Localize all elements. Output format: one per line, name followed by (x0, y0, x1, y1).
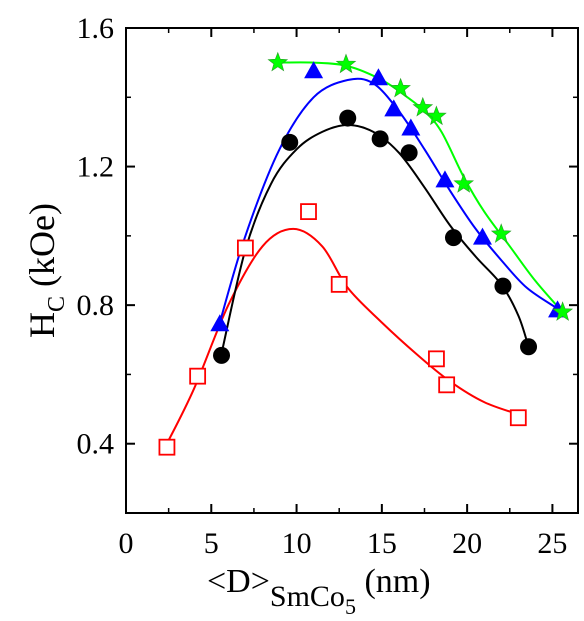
x-tick-label: 5 (204, 527, 219, 560)
data-point-series-2 (520, 338, 538, 356)
data-point-series-1 (509, 409, 527, 427)
plot-frame (125, 27, 579, 514)
data-point-series-1 (438, 376, 456, 394)
data-point-series-2 (400, 144, 418, 162)
data-point-series-4 (267, 51, 289, 72)
data-point-series-3 (304, 61, 324, 79)
x-tick-label: 25 (537, 527, 567, 560)
x-tick-label: 15 (367, 527, 397, 560)
data-point-series-1 (428, 350, 445, 368)
x-axis-title-sub: SmCo (270, 580, 345, 613)
fit-line-series-1 (166, 227, 519, 445)
data-point-series-4 (426, 105, 447, 126)
data-point-series-4 (490, 223, 512, 243)
data-point-series-2 (494, 277, 512, 295)
y-axis-title-main: H (22, 312, 62, 338)
data-point-series-1 (189, 367, 207, 385)
y-axis-title-unit: (kOe) (22, 203, 62, 296)
data-point-series-1 (158, 438, 176, 456)
y-tick-label: 0.8 (77, 289, 115, 322)
y-axis-title-sub: C (44, 296, 70, 312)
y-tick-label: 0.4 (77, 428, 115, 461)
data-point-series-2 (281, 133, 299, 151)
x-axis-title: <D>SmCo5 (nm) (207, 563, 431, 619)
data-point-series-3 (435, 170, 455, 188)
y-tick-label: 1.2 (77, 151, 115, 184)
data-point-series-2 (371, 130, 389, 148)
x-tick-label: 0 (119, 527, 134, 560)
data-point-series-1 (330, 275, 348, 293)
data-point-series-3 (472, 227, 492, 245)
data-point-series-4 (412, 96, 434, 117)
data-point-series-3 (210, 314, 230, 332)
x-axis-title-sub2: 5 (345, 594, 356, 619)
x-axis-title-unit: (nm) (356, 563, 431, 600)
y-axis-title: HC (kOe) (22, 203, 70, 338)
x-axis-title-main: <D> (207, 563, 270, 600)
data-point-series-1 (236, 239, 254, 257)
x-tick-label: 20 (452, 527, 482, 560)
data-point-series-2 (444, 229, 462, 247)
x-tick-label: 10 (282, 527, 312, 560)
fit-line-series-4 (277, 61, 564, 313)
data-point-series-4 (453, 173, 475, 193)
data-point-series-4 (335, 53, 357, 74)
data-point-series-2 (339, 109, 357, 127)
data-point-series-4 (390, 77, 411, 98)
y-tick-label: 1.6 (77, 12, 115, 45)
data-point-series-4 (552, 301, 574, 321)
data-point-series-1 (300, 203, 317, 221)
data-point-series-3 (401, 118, 421, 136)
data-point-series-3 (368, 68, 388, 86)
data-point-series-3 (384, 99, 404, 117)
data-point-series-2 (213, 346, 231, 364)
